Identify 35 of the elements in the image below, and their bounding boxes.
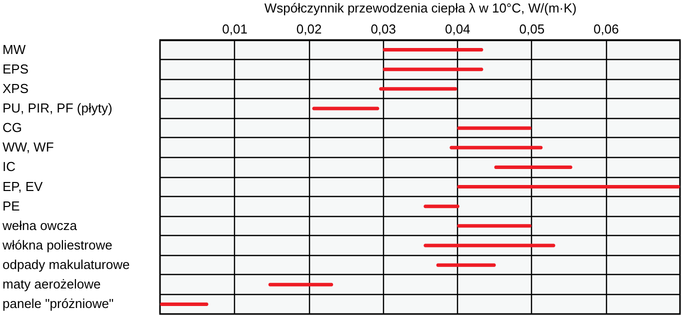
bar bbox=[268, 282, 334, 286]
y-tick-label: XPS bbox=[2, 80, 29, 96]
x-tick-label: 0,03 bbox=[370, 22, 396, 36]
x-tick-label: 0,04 bbox=[444, 22, 470, 36]
bar bbox=[457, 185, 680, 189]
bar bbox=[379, 87, 458, 91]
bar bbox=[450, 146, 543, 150]
x-tick-label: 0,01 bbox=[222, 22, 248, 36]
x-axis-title: Współczynnik przewodzenia ciepła λ w 10°C, W/(m·K) bbox=[264, 0, 577, 16]
y-tick-label: EPS bbox=[2, 61, 29, 76]
y-tick-label: panele "próżniowe" bbox=[2, 296, 114, 312]
x-tick-label: 0,06 bbox=[594, 22, 619, 36]
y-tick-label: wełna owcza bbox=[2, 218, 78, 233]
y-tick-label: EP, EV bbox=[2, 178, 44, 194]
bar bbox=[457, 126, 532, 130]
bar bbox=[382, 48, 484, 52]
bar bbox=[494, 165, 572, 169]
bar bbox=[424, 204, 460, 208]
y-tick-label: włókna poliestrowe bbox=[2, 238, 112, 252]
y-tick-label: CG bbox=[2, 120, 22, 136]
bar bbox=[436, 263, 496, 267]
y-tick-label: maty aerożelowe bbox=[2, 276, 101, 292]
y-tick-label: PU, PIR, PF (płyty) bbox=[2, 100, 112, 116]
x-tick-label: 0,05 bbox=[519, 22, 545, 36]
bar bbox=[457, 224, 532, 228]
y-tick-label: IC bbox=[2, 159, 16, 174]
y-tick-label: MW bbox=[2, 42, 26, 57]
bar bbox=[382, 68, 484, 72]
y-tick-label: WW, WF bbox=[2, 140, 54, 155]
bar bbox=[160, 302, 208, 306]
y-tick-label: odpady makulaturowe bbox=[2, 257, 130, 272]
bar bbox=[312, 106, 380, 110]
bar bbox=[424, 244, 556, 248]
y-tick-label: PE bbox=[2, 198, 20, 214]
x-tick-label: 0,02 bbox=[296, 22, 322, 36]
